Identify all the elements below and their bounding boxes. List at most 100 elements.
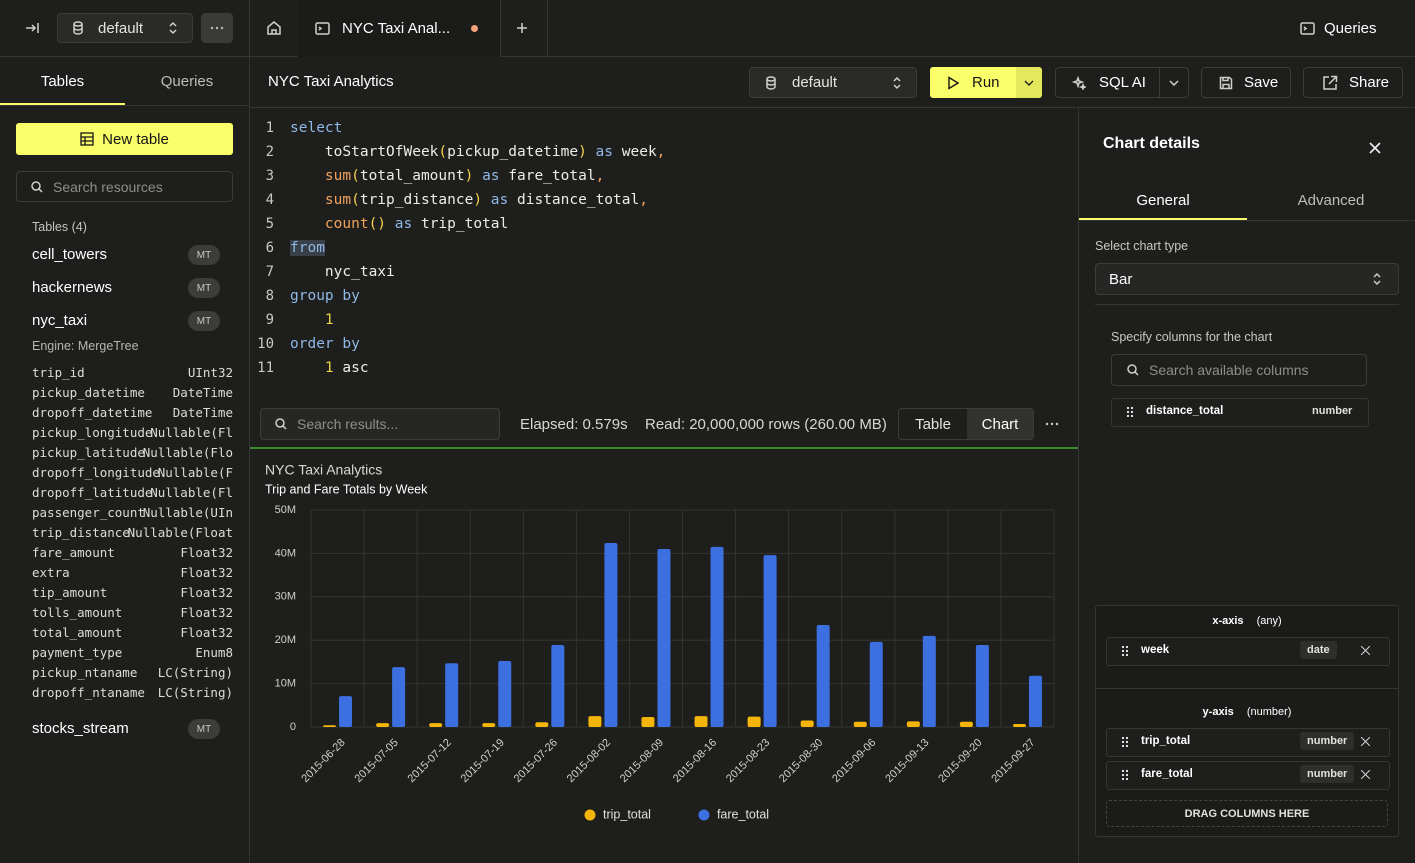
engine: Engine: MergeTree <box>32 339 139 353</box>
bar <box>800 720 814 727</box>
more-icon[interactable] <box>1045 422 1059 426</box>
code-token: select <box>290 120 343 136</box>
column-type: LC(String) <box>157 665 233 680</box>
code-line: sum(total_amount) as fare_total, <box>290 165 604 187</box>
engine-badge: MT <box>188 278 220 298</box>
column-name: passenger_count <box>32 505 145 520</box>
new-table-button[interactable]: New table <box>16 123 233 155</box>
bar <box>498 661 512 727</box>
tab[interactable]: General <box>1136 191 1190 209</box>
table-name[interactable]: nyc_taxi <box>32 312 88 329</box>
dots-icon <box>210 26 224 30</box>
search-input[interactable]: Search resources <box>16 171 233 202</box>
sidebar-divider <box>249 0 250 863</box>
database-select[interactable]: default <box>749 67 917 98</box>
close-icon[interactable] <box>1369 142 1381 154</box>
database-icon <box>766 75 776 90</box>
code-token: fare_total <box>508 168 596 184</box>
code-token: , <box>656 144 666 160</box>
table-name[interactable]: cell_towers <box>32 246 108 263</box>
code-token: 1 <box>290 360 334 376</box>
bar <box>816 625 830 727</box>
placeholder: Search resources <box>53 178 163 195</box>
column-name: fare_total <box>1141 768 1193 780</box>
bar <box>604 542 618 727</box>
query-tab[interactable]: NYC Taxi Anal... <box>298 0 500 57</box>
placeholder: Search available columns <box>1149 362 1309 378</box>
chevron-icon <box>1024 80 1034 86</box>
x-tick-label: 2015-09-20 <box>936 737 984 785</box>
line-number: 3 <box>265 168 274 184</box>
tab[interactable]: Advanced <box>1297 191 1365 209</box>
panel-title: Chart details <box>1103 135 1200 152</box>
column-search[interactable]: Search available columns <box>1111 354 1367 386</box>
bar <box>869 641 883 727</box>
code-token: pickup_datetime <box>447 144 579 160</box>
view-option[interactable]: Chart <box>967 409 1033 439</box>
query-title: NYC Taxi Analytics <box>268 73 394 90</box>
remove-icon[interactable] <box>1361 770 1370 779</box>
drop-zone[interactable]: DRAG COLUMNS HERE <box>1106 800 1388 827</box>
chart-type-select[interactable]: Bar <box>1095 263 1399 295</box>
code-token: as <box>482 192 517 208</box>
column-name: pickup_datetime <box>32 385 145 400</box>
run-button[interactable]: Run <box>930 67 1016 98</box>
code-token: nyc_taxi <box>290 264 395 280</box>
code-token: ) <box>473 192 483 208</box>
tab[interactable]: Queries <box>160 72 214 90</box>
bar <box>1012 723 1026 727</box>
bar <box>376 723 390 727</box>
select-value: Bar <box>1109 270 1133 288</box>
view-option[interactable]: Table <box>915 415 951 433</box>
column-name: fare_amount <box>32 545 115 560</box>
save-button[interactable]: Save <box>1201 67 1291 98</box>
bar <box>710 546 724 727</box>
remove-icon[interactable] <box>1361 737 1370 746</box>
engine-badge: MT <box>188 245 220 265</box>
column-name: distance_total <box>1146 405 1224 417</box>
run-menu-button[interactable] <box>1016 67 1042 98</box>
column-type: DateTime <box>172 405 233 420</box>
table-name[interactable]: stocks_stream <box>32 720 129 737</box>
chevron-icon <box>169 21 177 35</box>
line-number: 8 <box>265 288 274 304</box>
code-line: from <box>290 237 325 259</box>
tab[interactable]: Tables <box>40 72 85 90</box>
section-heading: Tables (4) <box>32 220 87 234</box>
code-line: nyc_taxi <box>290 261 395 283</box>
line-number: 11 <box>257 360 274 376</box>
share-button[interactable]: Share <box>1303 67 1403 98</box>
database-select[interactable]: default <box>57 13 193 43</box>
column-name: trip_distance <box>32 525 130 540</box>
more-button[interactable] <box>201 13 233 43</box>
line-number: 5 <box>265 216 274 232</box>
chevron-icon <box>1373 272 1381 286</box>
column-type: Nullable(Flo <box>142 445 233 460</box>
divider <box>547 0 548 57</box>
queries-button[interactable]: Queries <box>1300 17 1377 39</box>
remove-icon[interactable] <box>1361 646 1370 655</box>
x-tick-label: 2015-09-06 <box>830 737 878 785</box>
y-tick-label: 10M <box>275 678 296 690</box>
database-name: default <box>792 74 838 91</box>
line-number: 1 <box>265 120 274 136</box>
collapse-icon[interactable] <box>24 20 40 36</box>
code-token: , <box>595 168 605 184</box>
results-search[interactable]: Search results... <box>260 408 500 440</box>
home-icon[interactable] <box>266 20 282 36</box>
add-tab-icon[interactable] <box>516 22 528 34</box>
column-name: pickup_ntaname <box>32 665 138 680</box>
bar <box>906 721 920 727</box>
sql-ai-button[interactable]: SQL AI <box>1055 67 1189 98</box>
divider <box>1095 304 1399 305</box>
column-name: pickup_longitude <box>32 425 153 440</box>
line-number: 7 <box>265 264 274 280</box>
column-type: number <box>1300 732 1355 750</box>
column-type: Float32 <box>180 565 233 580</box>
legend-label: trip_total <box>603 807 651 821</box>
table-name[interactable]: hackernews <box>32 279 113 296</box>
axis-label: x-axis (any) <box>1095 615 1399 627</box>
tab-underline <box>0 103 125 105</box>
bar <box>641 717 655 727</box>
placeholder: Search results... <box>297 416 399 432</box>
